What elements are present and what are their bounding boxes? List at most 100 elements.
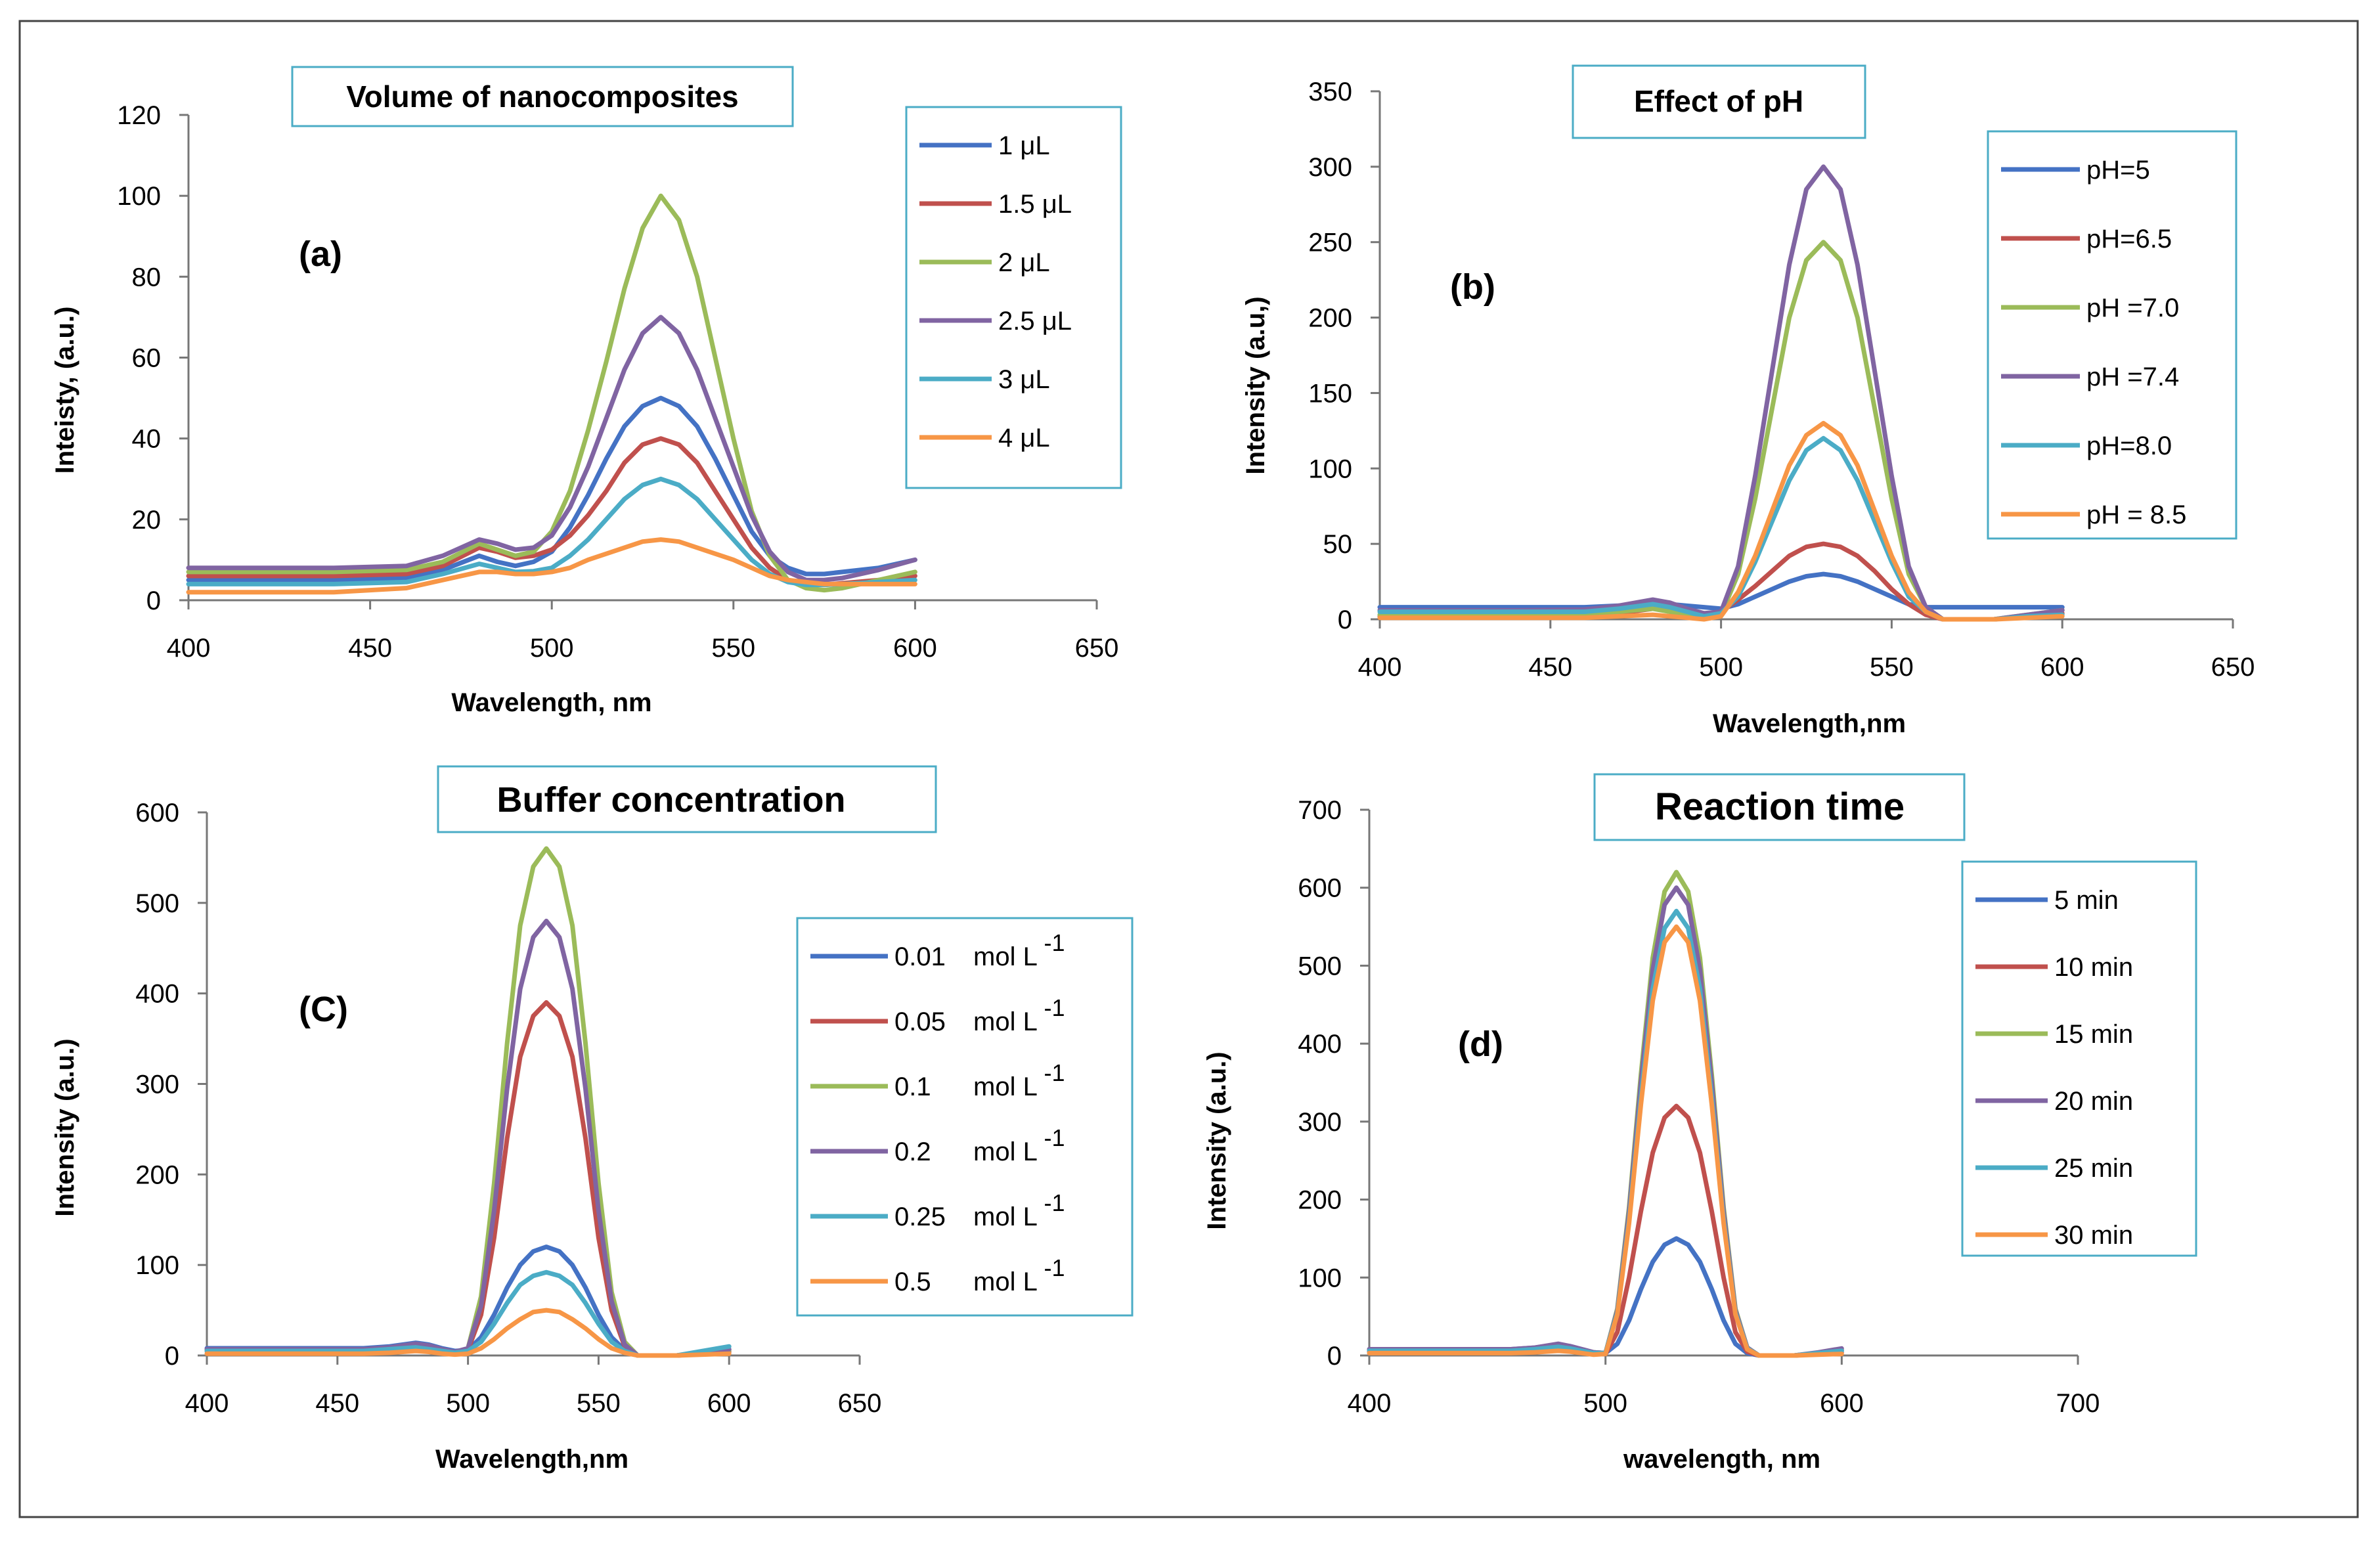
legend-unit-superscript: -1: [1044, 1189, 1065, 1216]
legend-label: 2 μL: [998, 248, 1050, 277]
title-box: [1572, 64, 1866, 139]
legend-label: 20 min: [2054, 1087, 2133, 1116]
chart-title: Volume of nanocomposites: [346, 79, 738, 114]
x-tick-label: 400: [167, 634, 211, 663]
legend-label: 1 μL: [998, 131, 1050, 160]
legend-label: pH =7.0: [2086, 294, 2179, 322]
y-tick-label: 100: [1308, 454, 1352, 483]
x-tick-label: 450: [315, 1389, 359, 1418]
legend-box: [796, 917, 1134, 1317]
series-line: [1377, 420, 2065, 622]
legend-label: 2.5 μL: [998, 307, 1072, 336]
panel-a: Volume of nanocomposites (a) Wavelength,…: [51, 66, 1122, 717]
y-tick-label: 400: [1298, 1030, 1342, 1059]
plot-area: 0 100 200 300 400 500 600 700 400 500 600 700: [1298, 796, 2100, 1418]
x-axis-label: Wavelength,nm: [1713, 709, 1906, 738]
series-line: [204, 1308, 732, 1358]
legend-unit-superscript: -1: [1044, 1254, 1065, 1281]
chart-title: Effect of pH: [1634, 84, 1803, 118]
series-line: [1367, 924, 1844, 1358]
y-tick-label: 400: [135, 980, 179, 1009]
y-tick-label: 120: [117, 101, 161, 130]
y-tick-label: 200: [135, 1160, 179, 1189]
y-tick-label: 80: [132, 263, 162, 292]
title-box: [291, 66, 794, 127]
legend-unit: mol L: [973, 1267, 1044, 1296]
plot-area: 0 50 100 150 200 250 300 350 400 450 500 550 600 650: [1308, 77, 2255, 682]
x-axis-label: wavelength, nm: [1623, 1445, 1820, 1474]
legend-label: 25 min: [2054, 1154, 2133, 1183]
x-tick-label: 650: [2211, 653, 2255, 682]
legend-box: [905, 106, 1122, 489]
x-axis-label: Wavelength, nm: [451, 688, 651, 717]
legend-box: [1961, 860, 2197, 1257]
x-tick-label: 500: [530, 634, 574, 663]
legend: 5 min 10 min 15 min 20 min 25 min 30 min: [1961, 860, 2197, 1257]
panel-d: Reaction time (d) wavelength, nm Intensi…: [1202, 773, 2197, 1474]
legend-unit-superscript: -1: [1044, 929, 1065, 956]
y-tick-label: 100: [1298, 1264, 1342, 1292]
y-tick-label: 0: [1338, 606, 1352, 634]
x-tick-label: 650: [1075, 634, 1119, 663]
y-tick-label: 700: [1298, 796, 1342, 825]
legend-unit: mol L: [973, 1072, 1044, 1101]
x-tick-label: 700: [2056, 1389, 2100, 1418]
x-tick-label: 500: [446, 1389, 490, 1418]
legend: 0.01 mol L -10.05 mol L -10.1 mol L -10.2 mo…: [796, 917, 1134, 1317]
y-axis-label: Intensity (a.u.): [51, 1038, 79, 1216]
panel-b: Effect of pH (b) Wavelength,nm Intensity…: [1241, 64, 2255, 738]
x-tick-label: 600: [893, 634, 937, 663]
legend-unit: mol L: [973, 1007, 1044, 1036]
y-tick-label: 100: [135, 1251, 179, 1280]
legend-label: 4 μL: [998, 424, 1050, 452]
plot-area: 0 100 200 300 400 500 600 400 450 500 550 600 650: [135, 799, 881, 1418]
y-tick-label: 0: [165, 1342, 179, 1371]
legend-label: pH =7.4: [2086, 363, 2179, 391]
x-tick-label: 450: [348, 634, 392, 663]
x-tick-label: 450: [1528, 653, 1572, 682]
series-line: [186, 537, 917, 595]
series-line: [186, 395, 917, 583]
y-tick-label: 300: [1298, 1108, 1342, 1137]
panel-label: (b): [1450, 267, 1495, 307]
chart-title: Reaction time: [1655, 785, 1905, 828]
legend-unit-superscript: -1: [1044, 1124, 1065, 1151]
x-tick-label: 650: [838, 1389, 882, 1418]
y-tick-label: 300: [135, 1070, 179, 1099]
legend-label: 1.5 μL: [998, 190, 1072, 219]
legend: 1 μL 1.5 μL 2 μL 2.5 μL 3 μL 4 μL: [905, 106, 1122, 489]
chart-title: Buffer concentration: [496, 780, 845, 820]
y-tick-label: 500: [135, 889, 179, 918]
x-axis-label: Wavelength,nm: [435, 1445, 628, 1474]
y-tick-label: 150: [1308, 379, 1352, 408]
panel-c: Buffer concentration (C) Wavelength,nm I…: [51, 765, 1134, 1474]
y-axis-label: Intensity (a.u,): [1241, 296, 1270, 474]
x-tick-label: 500: [1583, 1389, 1627, 1418]
legend-unit-superscript: -1: [1044, 1059, 1065, 1086]
y-tick-label: 20: [132, 506, 162, 535]
legend-label: pH=8.0: [2086, 431, 2172, 460]
legend-label: 15 min: [2054, 1020, 2133, 1049]
panel-label: (d): [1458, 1024, 1503, 1064]
figure-border: [18, 20, 2359, 1518]
y-tick-label: 250: [1308, 229, 1352, 257]
panel-label: (C): [299, 990, 348, 1029]
y-axis-label: Inteisty, (a.u.): [51, 307, 79, 474]
legend-label: 3 μL: [998, 365, 1050, 394]
y-tick-label: 300: [1308, 153, 1352, 182]
y-tick-label: 0: [146, 586, 161, 615]
legend-label: 10 min: [2054, 953, 2133, 982]
series-line: [186, 476, 917, 588]
y-tick-label: 600: [135, 799, 179, 827]
legend-label: pH = 8.5: [2086, 500, 2186, 529]
y-tick-label: 60: [132, 344, 162, 373]
y-tick-label: 40: [132, 425, 162, 454]
x-tick-label: 600: [2040, 653, 2084, 682]
legend-unit: mol L: [973, 942, 1044, 971]
x-tick-label: 550: [1870, 653, 1914, 682]
legend-unit: mol L: [973, 1137, 1044, 1166]
legend: pH=5 pH=6.5 pH =7.0 pH =7.4 pH=8.0 pH = 8.5: [1987, 130, 2237, 540]
x-tick-label: 600: [1820, 1389, 1864, 1418]
legend-label: pH=6.5: [2086, 225, 2172, 253]
